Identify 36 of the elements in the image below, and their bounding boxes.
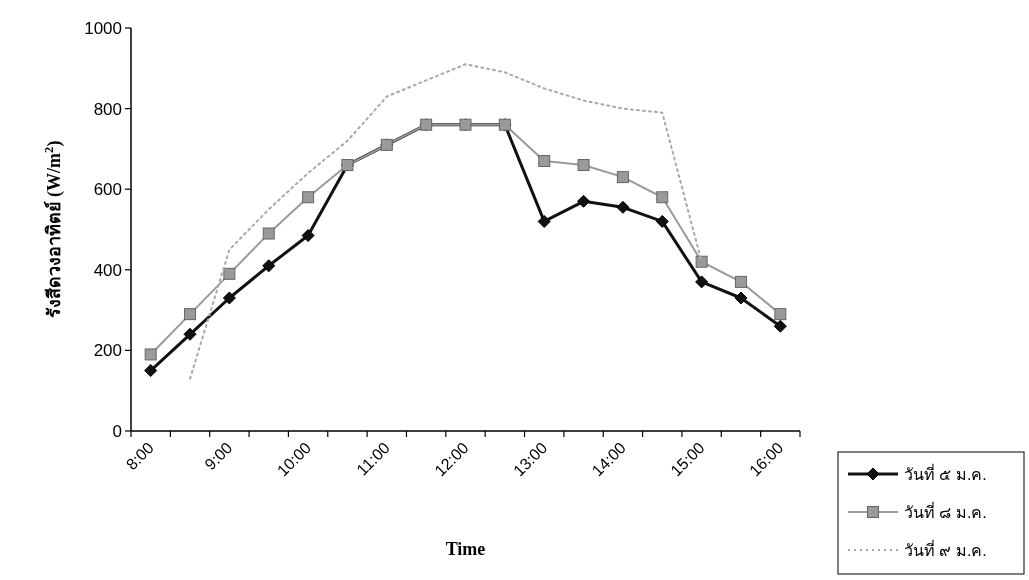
legend-label: วันที่ ๕ ม.ค. (904, 463, 987, 483)
point (616, 171, 629, 184)
point (184, 308, 197, 321)
y-tick-label: 200 (93, 341, 122, 361)
point (695, 255, 708, 268)
y-tick-label: 600 (93, 180, 122, 200)
point (537, 214, 551, 228)
point (222, 291, 236, 305)
y-tick-label: 400 (93, 260, 122, 280)
y-tick-label: 800 (93, 99, 122, 119)
point (656, 191, 669, 204)
point (223, 267, 236, 280)
point (734, 275, 747, 288)
legend-label: วันที่ ๘ ม.ค. (904, 501, 987, 521)
point (262, 259, 276, 273)
point (616, 200, 630, 214)
y-tick-label: 1000 (84, 19, 122, 38)
x-axis-title: Time (445, 539, 486, 559)
x-tick-label: 9:00 (201, 439, 236, 474)
point (183, 327, 197, 341)
point (144, 364, 158, 378)
point (774, 308, 787, 321)
legend-label: วันที่ ๙ ม.ค. (904, 539, 987, 559)
point (695, 275, 709, 289)
y-tick-label: 0 (112, 422, 122, 441)
point (301, 229, 315, 243)
point (302, 191, 315, 204)
point (773, 319, 787, 333)
x-tick-label: 8:00 (122, 439, 157, 474)
point (734, 291, 748, 305)
point (577, 194, 591, 208)
point (577, 159, 590, 172)
point (538, 154, 551, 167)
point (655, 214, 669, 228)
point (262, 227, 275, 240)
point (144, 348, 157, 361)
